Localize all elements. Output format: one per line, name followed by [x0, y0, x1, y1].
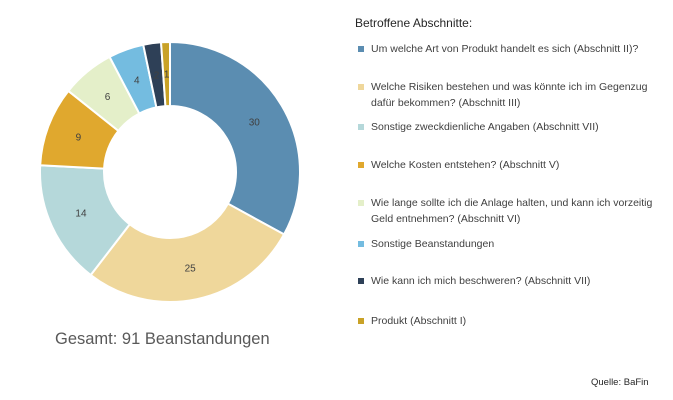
legend-swatch-2 [358, 124, 364, 130]
slice-value-label-0: 30 [249, 118, 261, 129]
slice-value-label-6: 2 [154, 70, 160, 81]
legend-item-1: Welche Risiken bestehen und was könnte i… [358, 79, 663, 111]
legend-label-6: Wie kann ich mich beschweren? (Abschnitt… [371, 275, 591, 287]
source-label: Quelle: BaFin [591, 377, 649, 388]
legend-item-7: Produkt (Abschnitt I) [358, 313, 663, 329]
legend-swatch-4 [358, 200, 364, 206]
slice-value-label-7: 1 [164, 70, 170, 81]
legend-swatch-1 [358, 84, 364, 90]
slice-1 [89, 202, 286, 303]
total-label: Gesamt: 91 Beanstandungen [55, 330, 270, 348]
slice-value-label-5: 4 [134, 75, 140, 86]
legend-swatch-5 [358, 241, 364, 247]
legend-item-5: Sonstige Beanstandungen [358, 236, 663, 252]
legend-swatch-0 [358, 46, 364, 52]
legend-item-0: Um welche Art von Produkt handelt es sic… [358, 41, 663, 57]
legend-item-4: Wie lange sollte ich die Anlage halten, … [358, 195, 663, 227]
slice-0 [169, 40, 301, 236]
legend-label-2: Sonstige zweckdienliche Angaben (Abschni… [371, 121, 599, 133]
legend-label-4: Wie lange sollte ich die Anlage halten, … [371, 197, 653, 225]
legend-swatch-6 [358, 278, 364, 284]
slice-7 [159, 40, 171, 108]
legend-item-6: Wie kann ich mich beschweren? (Abschnitt… [358, 273, 663, 289]
legend-swatch-7 [358, 318, 364, 324]
slice-value-label-3: 9 [76, 133, 82, 144]
legend-label-3: Welche Kosten entstehen? (Abschnitt V) [371, 159, 560, 171]
legend-item-2: Sonstige zweckdienliche Angaben (Abschni… [358, 119, 663, 135]
legend-label-0: Um welche Art von Produkt handelt es sic… [371, 43, 639, 55]
legend-title: Betroffene Abschnitte: [355, 16, 473, 30]
legend-item-3: Welche Kosten entstehen? (Abschnitt V) [358, 157, 663, 173]
legend-label-1: Welche Risiken bestehen und was könnte i… [371, 81, 648, 109]
legend-label-5: Sonstige Beanstandungen [371, 238, 495, 250]
legend-label-7: Produkt (Abschnitt I) [371, 315, 467, 327]
legend-swatch-3 [358, 162, 364, 168]
slice-value-label-1: 25 [185, 263, 197, 274]
slice-value-label-2: 14 [75, 208, 87, 219]
slice-value-label-4: 6 [105, 92, 111, 103]
